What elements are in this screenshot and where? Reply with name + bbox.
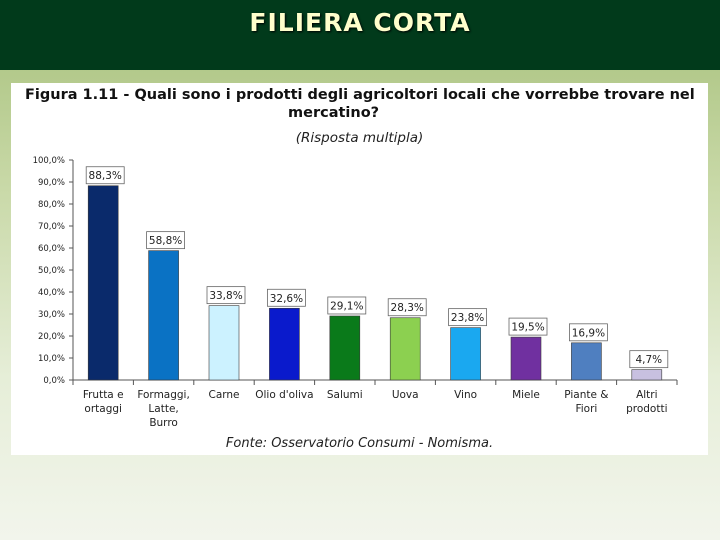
category-label: Vino: [454, 389, 477, 401]
category-label: Latte,: [148, 403, 178, 415]
bar: [269, 307, 300, 381]
data-label-box: [327, 296, 367, 315]
category-label: prodotti: [626, 403, 667, 415]
y-tick-label: 0,0%: [43, 376, 65, 386]
y-tick-label: 100,0%: [33, 156, 65, 166]
y-tick-label: 50,0%: [38, 266, 65, 276]
figure-title-line2: mercatino?: [288, 105, 380, 121]
bar: [510, 336, 542, 381]
data-label: 4,7%: [635, 354, 662, 366]
data-label: 58,8%: [149, 235, 182, 247]
data-label: 29,1%: [330, 300, 363, 312]
category-label: Uova: [392, 389, 419, 401]
category-label: ortaggi: [84, 403, 122, 415]
figure-panel: Figura 1.11 - Quali sono i prodotti degl…: [11, 83, 708, 455]
data-label-box: [146, 231, 186, 250]
bar: [389, 317, 421, 381]
y-tick-label: 60,0%: [38, 244, 65, 254]
category-label: Salumi: [327, 389, 363, 401]
data-label-box: [206, 286, 246, 305]
figure-source: Fonte: Osservatorio Consumi - Nomisma.: [225, 436, 494, 451]
header-bar: FILIERA CORTA: [0, 0, 720, 70]
data-label: 23,8%: [451, 312, 484, 324]
y-tick-label: 20,0%: [38, 332, 65, 342]
category-label: Fiori: [575, 403, 597, 415]
data-label: 19,5%: [511, 322, 544, 334]
y-tick-label: 30,0%: [38, 310, 65, 320]
bar: [571, 342, 602, 381]
category-label: Miele: [512, 389, 540, 401]
data-label-box: [569, 323, 608, 342]
bar: [329, 315, 361, 381]
data-label: 33,8%: [209, 290, 242, 302]
bar: [87, 185, 119, 381]
data-label: 28,3%: [391, 302, 424, 314]
category-label: Formaggi,: [137, 389, 189, 401]
data-label: 16,9%: [572, 327, 605, 339]
bar: [148, 250, 179, 381]
data-label-box: [387, 298, 427, 317]
figure-title: Figura 1.11 - Quali sono i prodotti degl…: [25, 86, 705, 122]
y-tick-label: 10,0%: [38, 354, 65, 364]
y-tick-label: 80,0%: [38, 200, 65, 210]
figure-title-line1: Figura 1.11 - Quali sono i prodotti degl…: [25, 87, 695, 103]
data-label-box: [508, 317, 548, 336]
category-label: Altri: [636, 389, 657, 401]
figure-subtitle: (Risposta multipla): [295, 130, 424, 146]
data-label-box: [448, 308, 488, 327]
bar: [450, 327, 481, 381]
y-tick-label: 40,0%: [38, 288, 65, 298]
category-label: Olio d'oliva: [255, 389, 313, 401]
y-tick-label: 90,0%: [38, 178, 65, 188]
bar: [208, 305, 240, 381]
y-tick-label: 70,0%: [38, 222, 65, 232]
category-label: Piante &: [564, 389, 608, 401]
category-label: Burro: [149, 417, 178, 429]
data-label-box: [629, 350, 669, 369]
data-label-box: [85, 166, 125, 185]
data-label: 88,3%: [89, 170, 122, 182]
category-label: Frutta e: [83, 389, 124, 401]
data-label: 32,6%: [270, 293, 303, 305]
bar: [631, 369, 663, 381]
category-label: Carne: [208, 389, 239, 401]
data-label-box: [266, 288, 306, 307]
bar-chart: 0,0% 10,0% 20,0% 30,0% 40,0% 50,0% 60,0% 70,0% 8…: [33, 156, 678, 429]
slide-title: FILIERA CORTA: [249, 8, 471, 37]
